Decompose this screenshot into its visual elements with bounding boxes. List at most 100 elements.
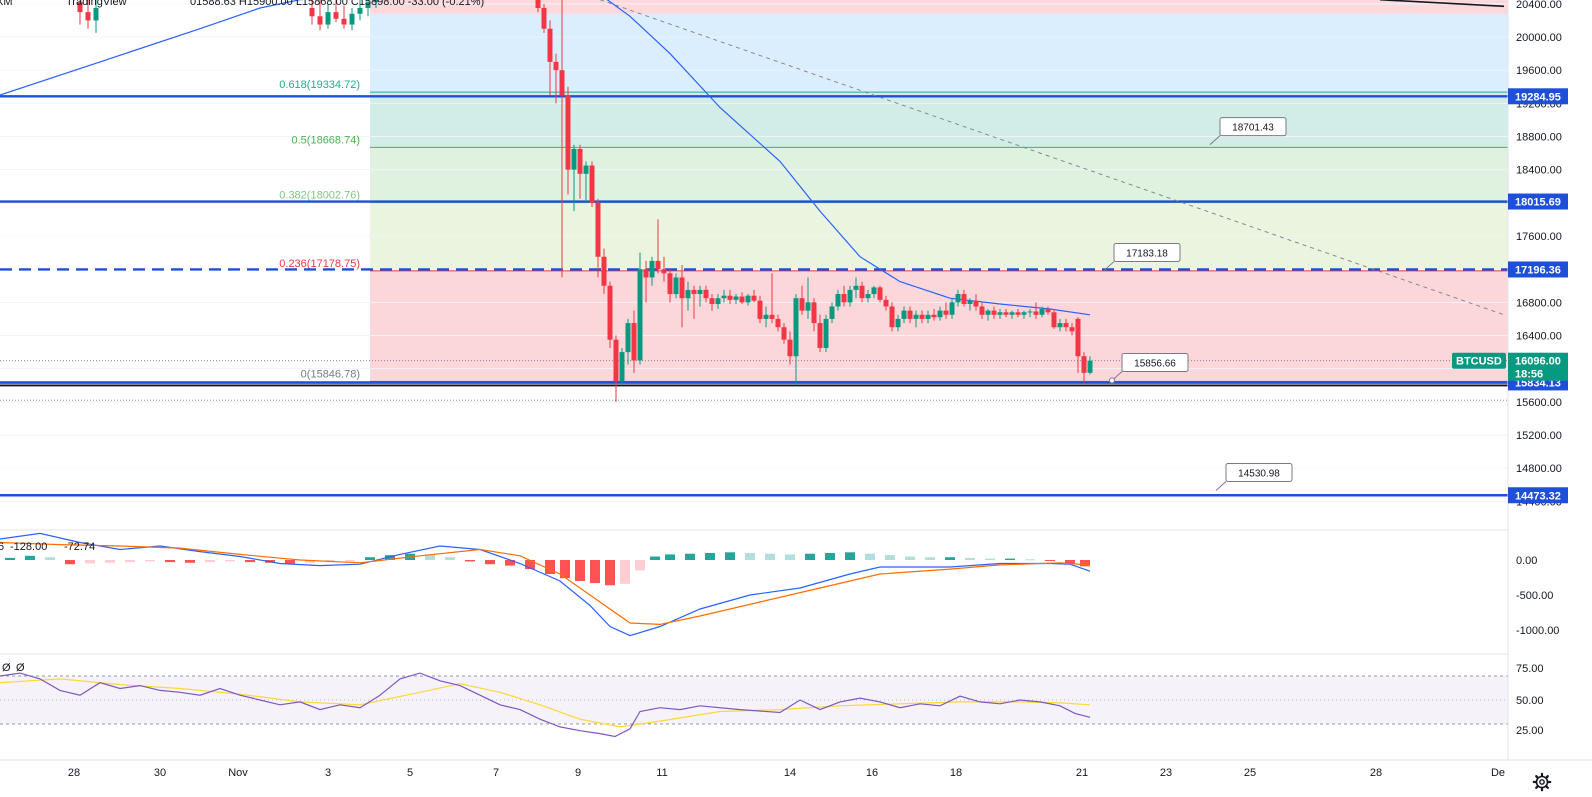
- price-callout[interactable]: 14530.98: [1215, 462, 1293, 491]
- candle: [811, 298, 817, 332]
- callout-label: 14530.98: [1238, 468, 1280, 479]
- candle: [877, 285, 883, 303]
- current-price-tag: [1508, 352, 1568, 381]
- macd-axis[interactable]: 0.00 -500.00 -1000.00: [1516, 555, 1559, 637]
- macd-pane: [0, 532, 1091, 637]
- candle-body: [607, 285, 613, 340]
- candle: [991, 306, 997, 319]
- candle: [679, 265, 685, 328]
- candle-body: [991, 310, 997, 315]
- candle: [907, 306, 913, 324]
- trendline[interactable]: [1379, 0, 1505, 8]
- candle-body: [655, 260, 661, 270]
- candle: [661, 256, 667, 282]
- macd-tick: 0.00: [1516, 555, 1537, 567]
- price-callout[interactable]: 15856.66: [1111, 353, 1189, 381]
- date-tick: 9: [575, 767, 581, 779]
- macd-histogram-bar: [620, 560, 630, 584]
- horizontal-lines[interactable]: [0, 95, 1508, 497]
- candle-body: [619, 352, 625, 382]
- macd-histogram-bar: [745, 553, 755, 560]
- candle-body: [373, 0, 379, 3]
- price-axis[interactable]: 20400.0020000.0019600.0019200.0018800.00…: [1516, 0, 1562, 508]
- trendlines[interactable]: [599, 0, 1505, 316]
- price-callout[interactable]: 18701.43: [1209, 117, 1287, 146]
- macd-histogram-bar: [765, 553, 775, 560]
- candle-body: [577, 148, 583, 174]
- callout-box: [1225, 462, 1293, 482]
- candle-body: [637, 269, 643, 361]
- candle-body: [559, 70, 565, 96]
- candle-body: [853, 285, 859, 290]
- candle: [973, 294, 979, 311]
- candle: [901, 306, 907, 324]
- price-tag: [1508, 193, 1568, 210]
- candle-body: [997, 312, 1003, 315]
- macd-tick: -1000.00: [1516, 625, 1559, 637]
- price-tick: 20000.00: [1516, 32, 1562, 44]
- time-axis[interactable]: 28 30 Nov 3 5 7 9 11 14 16 18 21 23 25 28 De: [68, 767, 1505, 779]
- candle-body: [77, 2, 83, 13]
- rsi-axis[interactable]: 75.00 50.00 25.00: [1516, 663, 1544, 737]
- price-tag-label: 14473.32: [1515, 490, 1561, 502]
- macd-histogram-bar: [305, 560, 315, 563]
- date-tick: Nov: [228, 767, 248, 779]
- macd-histogram-bar: [885, 555, 895, 560]
- candle-body: [949, 302, 955, 315]
- candle-body: [613, 339, 619, 382]
- candle-body: [769, 314, 775, 319]
- candle-body: [811, 302, 817, 324]
- candle: [937, 306, 943, 321]
- candle-body: [685, 289, 691, 299]
- candle: [619, 347, 625, 386]
- candle: [841, 285, 847, 307]
- price-tag: [1508, 487, 1568, 504]
- candle-body: [967, 300, 973, 304]
- candle: [835, 289, 841, 311]
- macd-histogram-bar: [945, 557, 955, 560]
- candle-body: [325, 12, 331, 25]
- anchor-point-icon[interactable]: [1109, 377, 1115, 384]
- macd-histogram-bar: [25, 555, 35, 560]
- candle-body: [817, 323, 823, 348]
- price-callouts[interactable]: 18701.43 17183.18 15856.66 14530.98: [1103, 117, 1293, 491]
- support-band: [0, 381, 1508, 387]
- date-tick: De: [1491, 767, 1505, 779]
- candle-body: [649, 260, 655, 278]
- candle: [631, 310, 637, 373]
- callout-label: 15856.66: [1134, 359, 1176, 370]
- candle-body: [349, 13, 355, 25]
- price-tags: 19284.9518015.6917196.3615834.1314473.32…: [1452, 88, 1568, 504]
- price-tag: [1508, 261, 1568, 278]
- date-tick: 28: [68, 767, 80, 779]
- settings-gear-icon[interactable]: [1532, 772, 1552, 792]
- candle: [1069, 323, 1075, 336]
- macd-histogram-bar: [485, 560, 495, 565]
- candle-body: [979, 306, 985, 315]
- candle: [1051, 308, 1057, 329]
- macd-histogram-bar: [985, 558, 995, 560]
- fib-zone: [370, 202, 1508, 271]
- date-tick: 16: [866, 767, 878, 779]
- candle: [979, 302, 985, 319]
- candle-body: [341, 18, 347, 25]
- candle-body: [357, 7, 363, 14]
- macd-histogram-bar: [165, 560, 175, 563]
- candle: [829, 302, 835, 324]
- fib-level-label: 0.5(18668.74): [292, 134, 361, 146]
- macd-tick: -500.00: [1516, 590, 1553, 602]
- candle-body: [317, 16, 323, 25]
- candle-body: [1057, 323, 1063, 328]
- macd-histogram-bar: [705, 553, 715, 560]
- candle-body: [985, 310, 991, 315]
- candle: [1027, 308, 1033, 318]
- candle-body: [775, 318, 781, 328]
- candle-body: [1027, 311, 1033, 313]
- macd-histogram-bar: [905, 556, 915, 560]
- price-callout[interactable]: 17183.18: [1103, 243, 1181, 271]
- candle-body: [93, 7, 99, 21]
- fib-level-label: 0(15846.78): [301, 368, 360, 380]
- candle: [1075, 317, 1081, 373]
- candle: [895, 314, 901, 332]
